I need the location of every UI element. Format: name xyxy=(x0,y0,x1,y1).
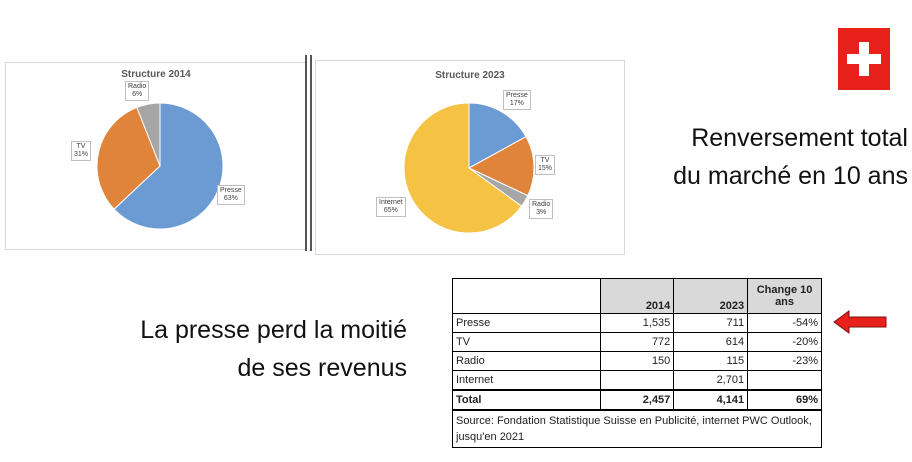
table-total-row: Total 2,457 4,141 69% xyxy=(452,389,822,411)
callout-value: 6% xyxy=(132,91,143,98)
pie-chart-2014: Structure 2014 Radio 6% TV 31% Presse 63… xyxy=(5,62,307,250)
pie-2014-slice-radio xyxy=(136,102,161,167)
table-cell: 69% xyxy=(747,389,822,411)
callout-2023-presse: Presse 17% xyxy=(503,90,531,110)
table-cell: -23% xyxy=(747,351,822,371)
callout-value: 65% xyxy=(383,207,398,214)
table-source-row: Source: Fondation Statistique Suisse en … xyxy=(452,409,822,448)
table-cell: 711 xyxy=(673,313,749,333)
pie-2014-svg xyxy=(96,102,224,230)
callout-label: Internet xyxy=(379,199,403,206)
chart-title-2023: Structure 2023 xyxy=(435,70,505,81)
callout-2023-tv: TV 15% xyxy=(535,155,556,175)
callout-label: Presse xyxy=(220,187,242,194)
headline-line: Renversement total xyxy=(691,124,908,152)
table-cell: Presse xyxy=(452,313,601,333)
table-header-cell: 2023 xyxy=(673,278,749,314)
pie-2023-slice-internet xyxy=(403,102,523,234)
swiss-flag xyxy=(838,28,890,90)
table-row: Internet 2,701 xyxy=(452,370,822,391)
headline-line: de ses revenus xyxy=(237,354,407,382)
table-cell: TV xyxy=(452,332,601,352)
callout-label: TV xyxy=(540,157,550,164)
table-row: TV 772 614 -20% xyxy=(452,332,822,352)
table-header-cell: 2014 xyxy=(599,278,675,314)
table-cell: 1,535 xyxy=(599,313,675,333)
pie-2014-slice-tv xyxy=(96,106,161,210)
callout-2014-presse: Presse 63% xyxy=(217,185,245,205)
separator-line xyxy=(305,55,307,251)
table-cell: Radio xyxy=(452,351,601,371)
table-cell: 2,457 xyxy=(599,389,675,411)
headline-press-loss: La presse perd la moitié de ses revenus xyxy=(40,311,407,387)
table-header-row: 2014 2023 Change 10 ans xyxy=(452,278,822,314)
table-header-cell xyxy=(452,278,601,314)
callout-label: Radio xyxy=(128,83,147,90)
callout-value: 3% xyxy=(536,209,547,216)
table-cell xyxy=(747,370,822,391)
pie-2023-slice-tv xyxy=(467,136,535,197)
flag-cross-vertical xyxy=(859,42,869,76)
pie-chart-2023: Structure 2023 Presse 17% TV 15% Radio 3… xyxy=(315,60,625,255)
revenue-table: 2014 2023 Change 10 ans Presse 1,535 711… xyxy=(452,278,822,448)
table-row: Presse 1,535 711 -54% xyxy=(452,313,822,333)
callout-label: TV xyxy=(76,143,86,150)
table-cell: 115 xyxy=(673,351,749,371)
callout-value: 31% xyxy=(74,151,89,158)
table-cell: 2,701 xyxy=(673,370,749,391)
callout-label: Radio xyxy=(532,201,551,208)
table-cell: 772 xyxy=(599,332,675,352)
table-cell: 150 xyxy=(599,351,675,371)
headline-market-reversal: Renversement total du marché en 10 ans xyxy=(600,119,908,195)
table-cell: 614 xyxy=(673,332,749,352)
table-cell: Internet xyxy=(452,370,601,391)
chart-title-2014: Structure 2014 xyxy=(121,69,191,80)
pie-2023-slice-presse xyxy=(468,102,527,169)
callout-label: Presse xyxy=(506,92,528,99)
separator-line xyxy=(310,55,312,251)
table-cell: -20% xyxy=(747,332,822,352)
callout-value: 63% xyxy=(223,195,238,202)
table-cell: -54% xyxy=(747,313,822,333)
callout-2023-internet: Internet 65% xyxy=(376,197,406,217)
callout-value: 15% xyxy=(538,165,553,172)
table-cell: 4,141 xyxy=(673,389,749,411)
table-row: Radio 150 115 -23% xyxy=(452,351,822,371)
table-cell xyxy=(599,370,675,391)
pie-2023-svg xyxy=(403,102,535,234)
callout-value: 17% xyxy=(509,100,524,107)
left-arrow-icon xyxy=(833,310,887,334)
table-cell: Total xyxy=(452,389,601,411)
headline-line: du marché en 10 ans xyxy=(673,162,908,190)
table-source: Source: Fondation Statistique Suisse en … xyxy=(452,409,822,448)
callout-2014-tv: TV 31% xyxy=(71,141,92,161)
headline-line: La presse perd la moitié xyxy=(140,316,407,344)
table-header-cell: Change 10 ans xyxy=(747,278,822,314)
callout-2023-radio: Radio 3% xyxy=(529,199,554,219)
callout-2014-radio: Radio 6% xyxy=(125,81,150,101)
